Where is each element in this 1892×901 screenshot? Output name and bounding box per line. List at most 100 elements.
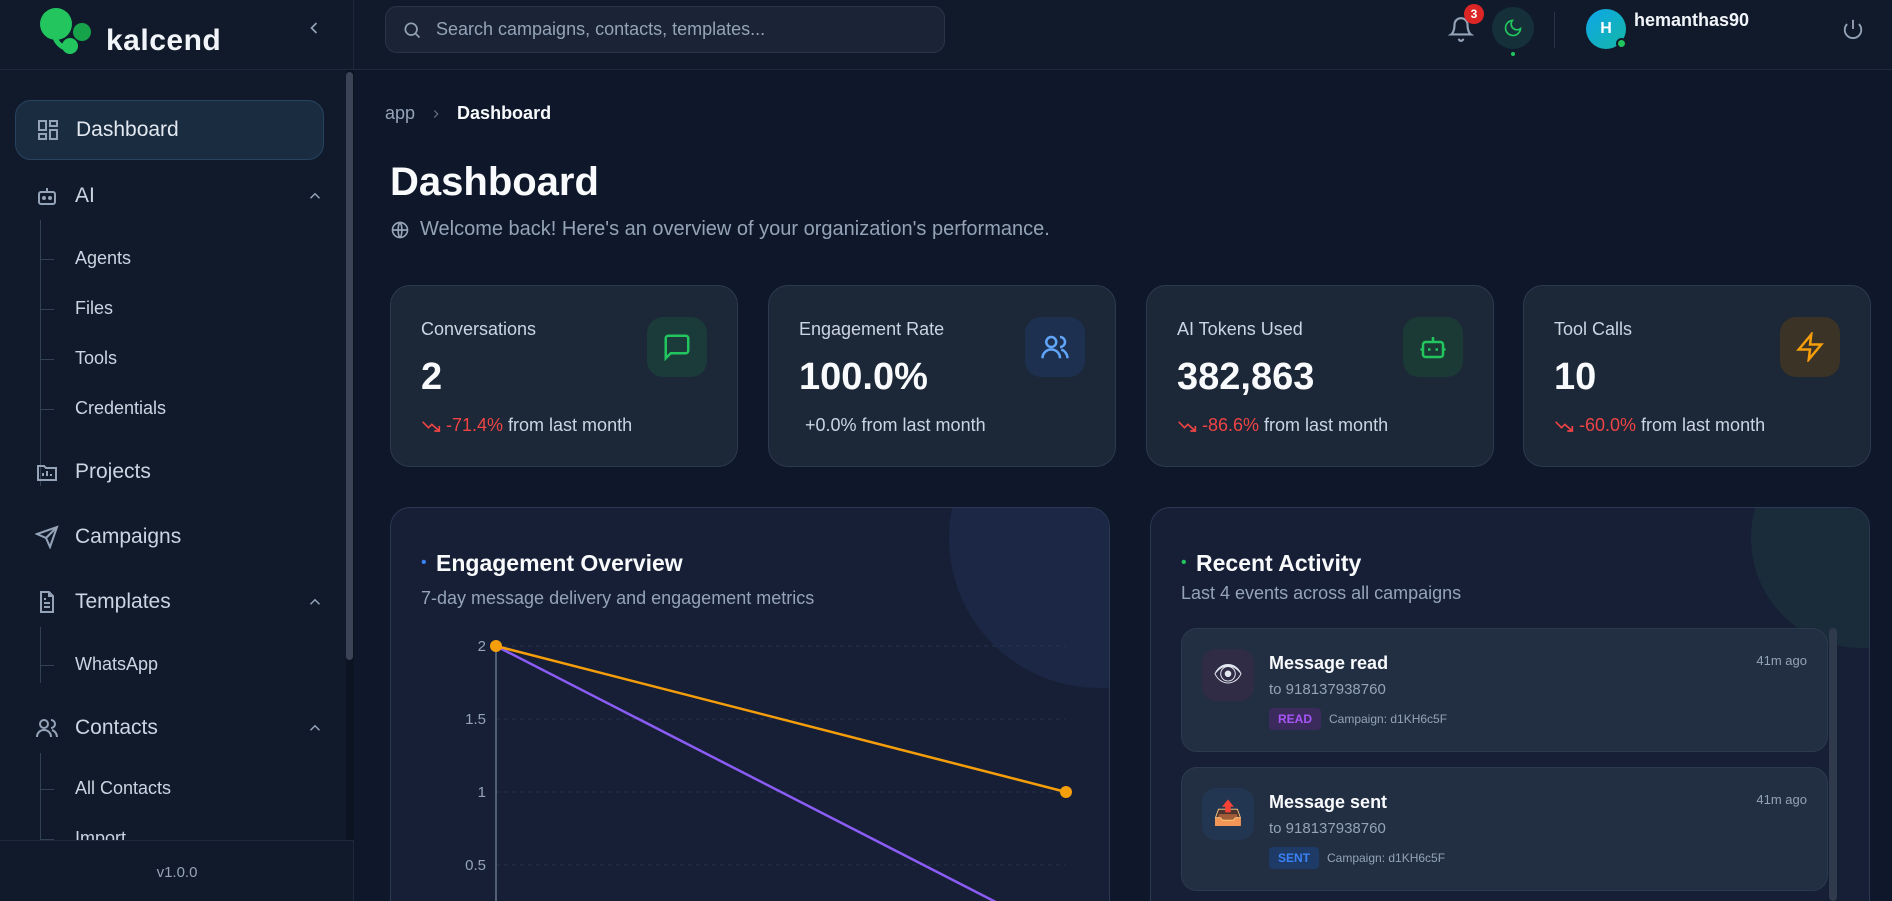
sidebar-subitem-credentials[interactable]: Credentials (75, 398, 167, 418)
stat-card-engagement-rate: Engagement Rate 100.0% +0.0% from last m… (768, 285, 1116, 467)
breadcrumb: app Dashboard (385, 103, 551, 124)
sidebar-item-ai[interactable]: AI (15, 166, 324, 226)
decorative-circle (1751, 508, 1869, 648)
sidebar-item-projects[interactable]: Projects (15, 442, 324, 502)
sidebar-subitem-files[interactable]: Files (75, 298, 114, 318)
stat-delta: -60.0% from last month (1554, 415, 1765, 436)
trending-down-icon (1555, 420, 1574, 432)
submenu-tick (40, 839, 54, 840)
version-label: v1.0.0 (0, 840, 354, 901)
stat-value: 100.0% (799, 356, 928, 398)
stat-delta-value: -71.4% (446, 415, 504, 435)
series-point[interactable] (490, 640, 502, 652)
divider (1554, 12, 1555, 48)
page-subtitle-text: Welcome back! Here's an overview of your… (420, 218, 1050, 240)
power-icon[interactable] (1842, 18, 1864, 40)
stat-value: 2 (421, 356, 443, 398)
search-box[interactable] (385, 6, 945, 53)
sidebar-item-label: Dashboard (76, 118, 179, 141)
stat-label: AI Tokens Used (1177, 319, 1303, 339)
chevron-right-icon (433, 109, 439, 118)
sidebar-nav: Dashboard AI Agents Files Tools Credenti… (0, 70, 346, 840)
sidebar-subitem-whatsapp[interactable]: WhatsApp (75, 654, 159, 674)
submenu-line (40, 627, 41, 683)
brand-name: kalcend (106, 24, 222, 57)
submenu-tick (40, 359, 54, 360)
collapse-sidebar-chevron-icon[interactable] (304, 18, 324, 38)
stat-delta: -86.6% from last month (1177, 415, 1388, 436)
bot-icon (1420, 337, 1446, 359)
series-line (495, 644, 997, 901)
stat-card-conversations: Conversations 2 -71.4% from last month (390, 285, 738, 467)
stat-value: 10 (1554, 356, 1597, 398)
search-input[interactable] (436, 7, 936, 52)
users-icon (36, 719, 58, 738)
sidebar-subitem-import[interactable]: Import (75, 828, 127, 840)
stat-icon-box (647, 317, 707, 377)
eye-emoji-icon: 👁 (1202, 649, 1254, 701)
stat-label: Engagement Rate (799, 319, 945, 339)
sidebar-subitem-tools[interactable]: Tools (75, 348, 118, 368)
username[interactable]: hemanthas90 (1634, 10, 1750, 30)
y-tick-label: 1 (478, 784, 486, 801)
file-text-icon (40, 591, 54, 613)
stat-card-tool-calls: Tool Calls 10 -60.0% from last month (1523, 285, 1871, 467)
sidebar-item-contacts[interactable]: Contacts (15, 698, 324, 758)
card-subtitle: 7-day message delivery and engagement me… (421, 588, 815, 608)
stat-delta-value: -86.6% (1202, 415, 1260, 435)
activity-item[interactable]: 👁 Message read to 918137938760 READ Camp… (1181, 628, 1828, 752)
sidebar: kalcend Dashboard AI Agents Files Tools … (0, 0, 354, 901)
theme-indicator-dot (1511, 52, 1515, 56)
sidebar-subitem-agents[interactable]: Agents (75, 248, 132, 268)
message-square-icon (664, 334, 690, 362)
series-point[interactable] (1060, 786, 1072, 798)
submenu-tick (40, 259, 54, 260)
activity-title: Message sent (1269, 792, 1388, 812)
stat-delta: -71.4% from last month (421, 415, 632, 436)
sidebar-item-dashboard[interactable]: Dashboard (15, 100, 324, 160)
folder-icon (37, 465, 57, 481)
activity-item[interactable]: 📤 Message sent to 918137938760 SENT Camp… (1181, 767, 1828, 891)
sidebar-scrollbar-thumb[interactable] (346, 72, 353, 660)
bullet-icon: • (1181, 554, 1187, 571)
submenu-line (40, 220, 41, 486)
series-line (495, 644, 1067, 794)
y-tick-label: 1.5 (465, 711, 486, 728)
recent-activity-card: • Recent Activity Last 4 events across a… (1150, 507, 1870, 901)
status-badge: SENT (1269, 847, 1320, 869)
sidebar-subitem-all-contacts[interactable]: All Contacts (75, 778, 172, 798)
sidebar-item-templates[interactable]: Templates (15, 572, 324, 632)
activity-recipient: to 918137938760 (1269, 681, 1386, 698)
activity-time: 41m ago (1756, 653, 1807, 668)
stat-icon-box (1403, 317, 1463, 377)
submenu-line (40, 753, 41, 840)
sidebar-item-campaigns[interactable]: Campaigns (15, 507, 324, 567)
sidebar-item-label: Campaigns (75, 525, 182, 548)
bullet-icon: • (421, 554, 427, 571)
stat-delta-suffix: from last month (861, 415, 986, 435)
breadcrumb-root[interactable]: app (385, 103, 416, 123)
stat-delta-suffix: from last month (508, 415, 633, 435)
bell-icon[interactable] (1448, 16, 1474, 42)
card-title: Engagement Overview (436, 550, 683, 576)
activity-campaign[interactable]: Campaign: d1KH6c5F (1327, 851, 1446, 865)
activity-time: 41m ago (1756, 792, 1807, 807)
sidebar-item-label: AI (75, 184, 95, 207)
users-icon (1041, 335, 1069, 359)
stat-label: Tool Calls (1554, 319, 1633, 339)
chevron-up-icon (309, 598, 321, 605)
engagement-overview-card: • Engagement Overview 7-day message deli… (390, 507, 1110, 901)
zap-icon (1796, 332, 1824, 362)
stat-icon-box (1780, 317, 1840, 377)
stat-icon-box (1025, 317, 1085, 377)
activity-scrollbar-thumb[interactable] (1829, 628, 1837, 901)
stat-card-ai-tokens: AI Tokens Used 382,863 -86.6% from last … (1146, 285, 1494, 467)
submenu-tick (40, 789, 54, 790)
page-title: Dashboard (390, 160, 599, 204)
activity-recipient: to 918137938760 (1269, 820, 1386, 837)
activity-campaign[interactable]: Campaign: d1KH6c5F (1329, 712, 1448, 726)
theme-toggle-button[interactable] (1492, 7, 1534, 49)
engagement-line-chart: 2 1.5 1 0.5 (465, 638, 1072, 901)
search-icon (404, 22, 421, 39)
outbox-emoji-icon: 📤 (1202, 788, 1254, 840)
